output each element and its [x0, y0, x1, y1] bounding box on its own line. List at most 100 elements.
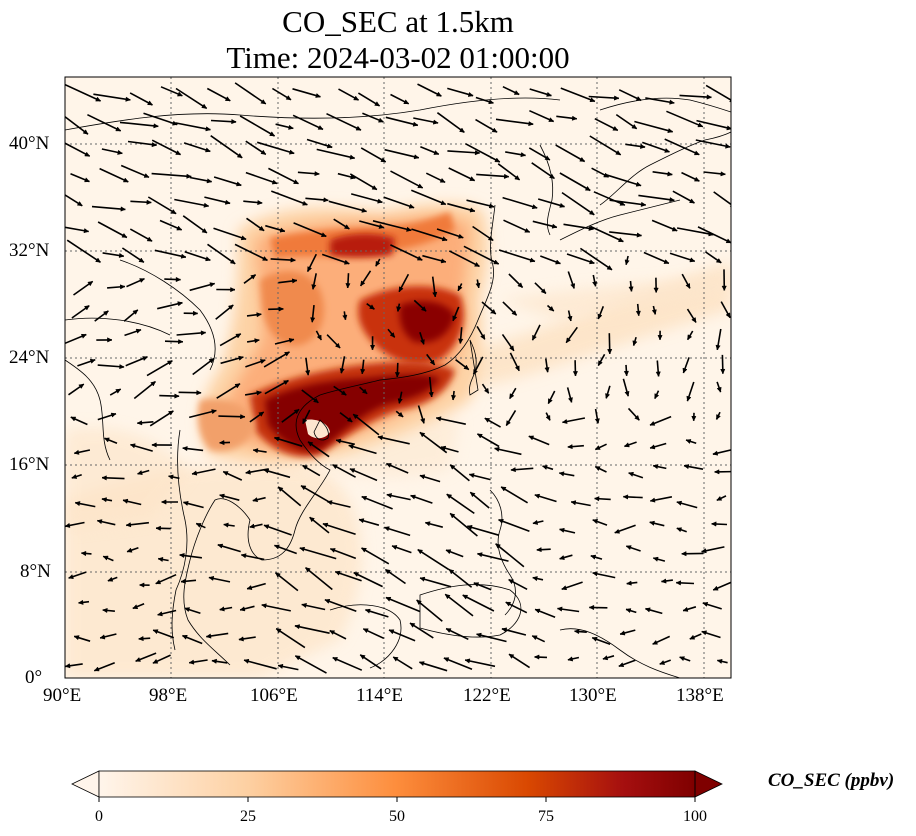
wind-arrow-head	[378, 117, 384, 123]
wind-arrow-head	[711, 521, 717, 527]
wind-arrow-head	[252, 448, 259, 454]
wind-arrow-head	[544, 367, 550, 373]
wind-arrow-head	[302, 418, 308, 425]
wind-arrow-head	[567, 656, 574, 662]
wind-arrow-head	[469, 491, 476, 498]
wind-arrow-head	[558, 471, 565, 477]
wind-arrow-head	[424, 521, 431, 527]
wind-arrow-head	[687, 334, 693, 341]
wind-arrow-head	[565, 337, 572, 344]
wind-arrow-head	[458, 338, 464, 345]
wind-arrow-head	[84, 151, 91, 157]
wind-arrow-head	[250, 274, 257, 280]
wind-arrow-head	[257, 199, 263, 206]
wind-arrow-head	[375, 260, 381, 267]
wind-arrow-head	[517, 282, 524, 288]
wind-arrow	[271, 190, 308, 206]
wind-arrow-head	[529, 257, 536, 263]
wind-arrow-head	[182, 500, 189, 506]
lat-tick-label: 24°N	[9, 347, 50, 368]
wind-arrow-head	[294, 655, 301, 661]
wind-arrow-head	[725, 238, 731, 244]
wind-arrow	[263, 524, 292, 536]
wind-arrow-head	[195, 523, 202, 528]
wind-arrow	[182, 215, 208, 234]
wind-arrow-head	[635, 181, 642, 187]
wind-arrow-head	[181, 634, 188, 640]
wind-arrow-head	[571, 115, 578, 121]
wind-arrow-head	[590, 554, 597, 560]
wind-arrow	[277, 486, 302, 507]
wind-arrow-head	[712, 585, 719, 591]
gridlines	[65, 77, 731, 678]
wind-arrow-head	[302, 200, 308, 206]
wind-arrow-head	[259, 359, 266, 365]
wind-arrow-head	[93, 666, 100, 672]
wind-arrow	[93, 93, 131, 101]
wind-arrow-head	[219, 606, 225, 612]
wind-arrow-head	[591, 636, 598, 642]
wind-arrow-head	[371, 185, 378, 190]
wind-arrow-head	[152, 629, 159, 635]
wind-arrow-head	[459, 127, 465, 133]
wind-arrow	[294, 625, 330, 634]
wind-arrow-head	[487, 235, 494, 241]
wind-arrow	[390, 170, 424, 189]
wind-arrow-head	[567, 315, 573, 322]
wind-arrow-head	[82, 129, 89, 135]
wind-arrow-head	[570, 500, 577, 506]
wind-arrow-head	[205, 256, 211, 262]
wind-arrow-head	[445, 549, 452, 555]
wind-arrow-head	[446, 493, 453, 500]
wind-arrow	[99, 167, 129, 183]
wind-arrow-head	[238, 636, 244, 642]
wind-arrow-head	[192, 310, 199, 316]
wind-arrow-head	[136, 420, 143, 426]
wind-arrow-head	[222, 471, 229, 476]
wind-arrow-head	[121, 232, 128, 238]
wind-arrow-head	[520, 152, 527, 158]
wind-arrow-head	[509, 393, 515, 400]
wind-arrow-head	[235, 333, 242, 339]
wind-arrow-head	[505, 420, 511, 427]
wind-arrow	[360, 147, 387, 163]
wind-arrow-head	[584, 185, 591, 191]
wind-arrow-head	[540, 288, 547, 294]
wind-arrow-head	[205, 126, 212, 132]
wind-arrow-head	[238, 355, 244, 361]
wind-arrow-head	[614, 528, 621, 534]
wind-arrow-head	[612, 125, 619, 131]
wind-arrow	[154, 249, 187, 258]
wind-arrow-head	[495, 543, 501, 549]
wind-arrow-head	[180, 578, 186, 584]
wind-arrow-head	[528, 121, 534, 127]
wind-arrow-head	[623, 442, 630, 448]
wind-arrow-head	[80, 333, 87, 339]
wind-arrow-head	[501, 627, 508, 633]
wind-arrow-head	[449, 464, 456, 470]
wind-arrow-head	[180, 253, 187, 259]
wind-arrow-head	[440, 258, 447, 264]
wind-arrow-head	[342, 314, 348, 321]
wind-arrow-head	[343, 259, 350, 265]
wind-arrow-head	[721, 285, 727, 292]
wind-arrow-head	[299, 546, 306, 552]
wind-arrow-head	[201, 228, 208, 234]
wind-arrow	[495, 543, 525, 568]
wind-arrow-head	[196, 390, 202, 396]
wind-arrow	[588, 95, 619, 100]
wind-arrow-head	[377, 435, 384, 441]
wind-arrow-head	[101, 475, 107, 481]
wind-arrow-head	[331, 464, 338, 470]
wind-arrow-head	[544, 155, 551, 161]
wind-arrow-head	[227, 304, 234, 310]
wind-arrow-head	[531, 204, 538, 210]
wind-arrow-head	[500, 486, 507, 492]
wind-arrow-head	[256, 390, 262, 396]
wind-arrow	[645, 97, 675, 104]
wind-arrow-head	[403, 99, 410, 105]
wind-arrow-head	[146, 236, 153, 242]
wind-arrow-head	[224, 96, 231, 102]
wind-arrow	[349, 173, 378, 191]
wind-arrow-head	[419, 576, 426, 582]
